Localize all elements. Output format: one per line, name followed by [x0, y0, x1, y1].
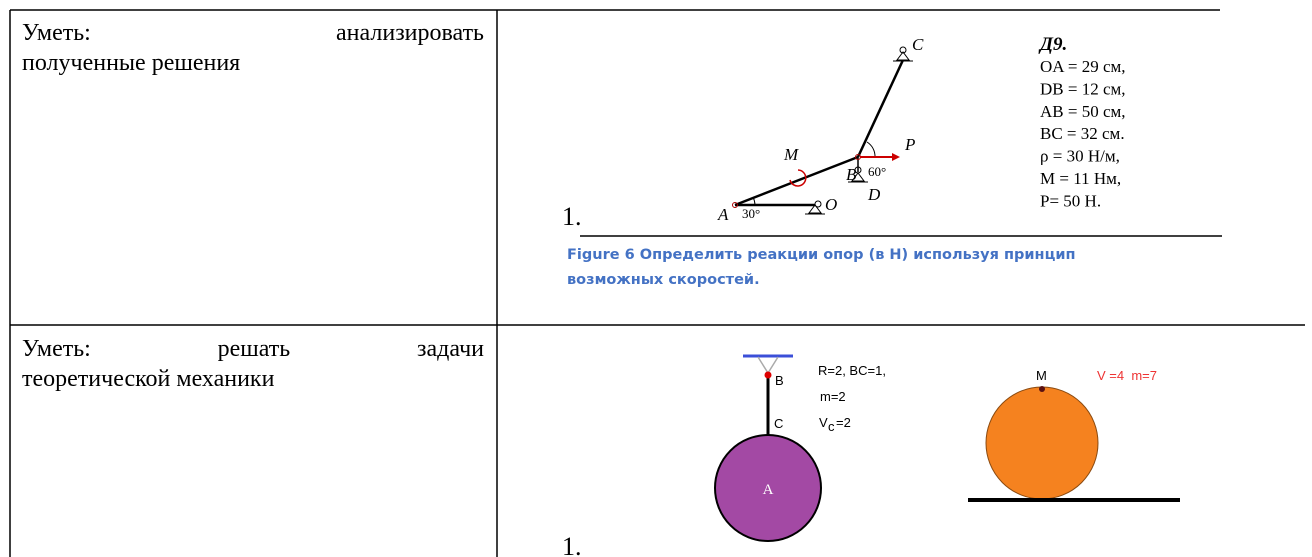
point [1039, 386, 1045, 392]
label: B [775, 373, 784, 388]
label: D [867, 185, 881, 204]
given: P= 50 Н. [1040, 191, 1101, 210]
label: M [1036, 368, 1047, 383]
item-number: 1. [562, 532, 582, 557]
mechanism [734, 59, 905, 207]
skill-cell: Уметь: решать задачи теоретической механ… [22, 334, 484, 394]
skill-cell: Уметь: анализировать полученные решения [22, 18, 484, 78]
point [764, 371, 772, 379]
hinge [757, 356, 779, 375]
skill-line: Уметь: анализировать [22, 20, 484, 46]
skill-line: Уметь: решать задачи [22, 336, 484, 362]
given: ρ = 30 Н/м, [1040, 147, 1120, 166]
given: OA = 29 см, [1040, 57, 1126, 76]
disk [714, 434, 822, 542]
problem-title: Д9. [1038, 34, 1067, 55]
params: m=2 [820, 389, 846, 404]
params: V =4 m=7 [1097, 368, 1157, 383]
skill-line: полученные решения [22, 50, 241, 76]
given: AB = 50 см, [1040, 102, 1126, 121]
figure-caption: Figure 6 Определить реакции опор (в Н) и… [567, 247, 1076, 288]
label: B [846, 165, 857, 184]
velocity-subscript: c [828, 419, 835, 434]
label: A [717, 205, 729, 224]
label: C [774, 416, 783, 431]
given: DB = 12 см, [1040, 79, 1126, 98]
skill-line: теоретической механики [22, 366, 275, 392]
moment-arc [789, 169, 807, 187]
given: M = 11 Нм, [1040, 169, 1121, 188]
label: A [763, 482, 774, 498]
label: C [912, 35, 924, 54]
wheel [985, 386, 1099, 500]
label: M [783, 145, 799, 164]
velocity-value: =2 [836, 415, 851, 430]
params: R=2, BC=1, [818, 363, 886, 378]
label: 30° [742, 206, 760, 221]
supports [732, 46, 913, 215]
label: 60° [868, 164, 886, 179]
label: P [904, 135, 915, 154]
label: O [825, 195, 837, 214]
velocity-symbol: V [819, 415, 828, 430]
item-number: 1. [562, 202, 582, 231]
force-arrowhead [892, 153, 900, 161]
given: BC = 32 см. [1040, 124, 1125, 143]
